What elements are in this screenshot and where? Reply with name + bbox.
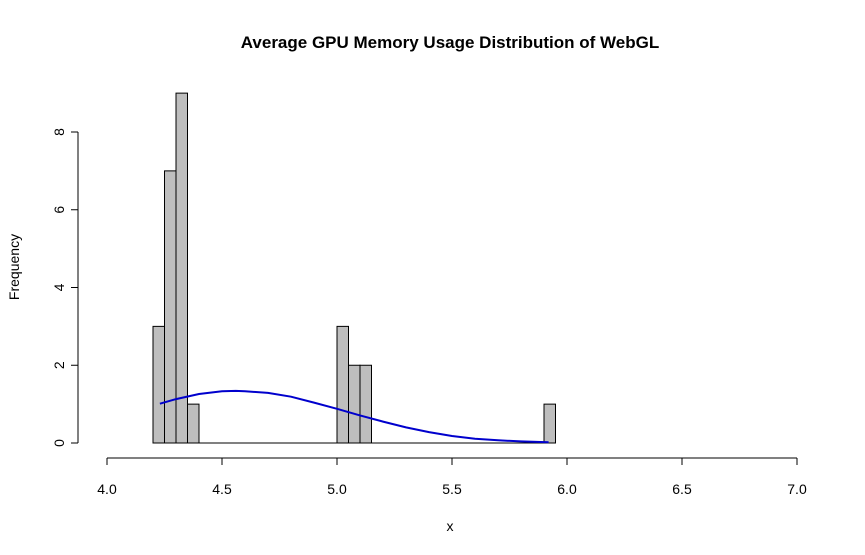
y-tick-label: 6	[51, 206, 67, 214]
histogram-bar-1	[152, 325, 165, 444]
y-tick-label: 0	[51, 439, 67, 447]
chart-title: Average GPU Memory Usage Distribution of…	[241, 33, 659, 52]
histogram-bar-7	[359, 364, 372, 444]
x-tick-label: 7.0	[787, 481, 807, 497]
x-tick-label: 4.5	[212, 481, 232, 497]
x-tick-label: 6.0	[557, 481, 577, 497]
y-axis: 0 2 4 6 8	[51, 128, 79, 447]
y-tick-label: 8	[51, 128, 67, 136]
histogram-bar-8	[543, 403, 556, 444]
histogram-bars	[152, 92, 556, 444]
y-tick-label: 4	[51, 283, 67, 291]
histogram-bar-6	[348, 364, 361, 444]
x-tick-label: 6.5	[672, 481, 692, 497]
x-tick-label: 4.0	[97, 481, 117, 497]
histogram-bar-5	[336, 325, 349, 444]
x-tick-label: 5.0	[327, 481, 347, 497]
histogram-bar-4	[187, 403, 200, 444]
x-axis-label: x	[447, 518, 454, 534]
density-curve	[159, 389, 549, 444]
histogram-bar-3	[175, 92, 188, 444]
x-axis: 4.0 4.5 5.0 5.5 6.0 6.5 7.0	[97, 457, 807, 497]
y-tick-label: 2	[51, 361, 67, 369]
x-tick-label: 5.5	[442, 481, 462, 497]
y-axis-label: Frequency	[6, 234, 22, 300]
